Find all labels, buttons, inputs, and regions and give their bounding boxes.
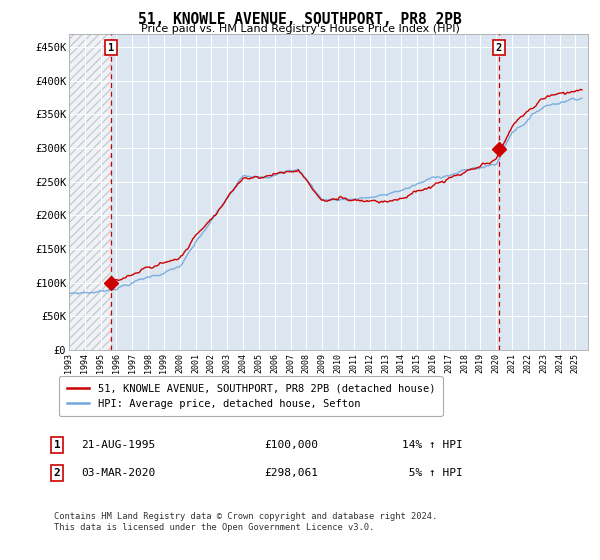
Text: 14% ↑ HPI: 14% ↑ HPI xyxy=(402,440,463,450)
Text: 5% ↑ HPI: 5% ↑ HPI xyxy=(402,468,463,478)
Text: £298,061: £298,061 xyxy=(264,468,318,478)
Legend: 51, KNOWLE AVENUE, SOUTHPORT, PR8 2PB (detached house), HPI: Average price, deta: 51, KNOWLE AVENUE, SOUTHPORT, PR8 2PB (d… xyxy=(59,376,443,416)
Text: Contains HM Land Registry data © Crown copyright and database right 2024.
This d: Contains HM Land Registry data © Crown c… xyxy=(54,512,437,532)
Text: 2: 2 xyxy=(496,43,502,53)
Text: 2: 2 xyxy=(53,468,61,478)
Text: Price paid vs. HM Land Registry's House Price Index (HPI): Price paid vs. HM Land Registry's House … xyxy=(140,24,460,34)
Text: £100,000: £100,000 xyxy=(264,440,318,450)
Text: 03-MAR-2020: 03-MAR-2020 xyxy=(81,468,155,478)
Bar xyxy=(69,34,111,350)
Text: 1: 1 xyxy=(53,440,61,450)
Text: 51, KNOWLE AVENUE, SOUTHPORT, PR8 2PB: 51, KNOWLE AVENUE, SOUTHPORT, PR8 2PB xyxy=(138,12,462,27)
Text: 21-AUG-1995: 21-AUG-1995 xyxy=(81,440,155,450)
Text: 1: 1 xyxy=(107,43,114,53)
